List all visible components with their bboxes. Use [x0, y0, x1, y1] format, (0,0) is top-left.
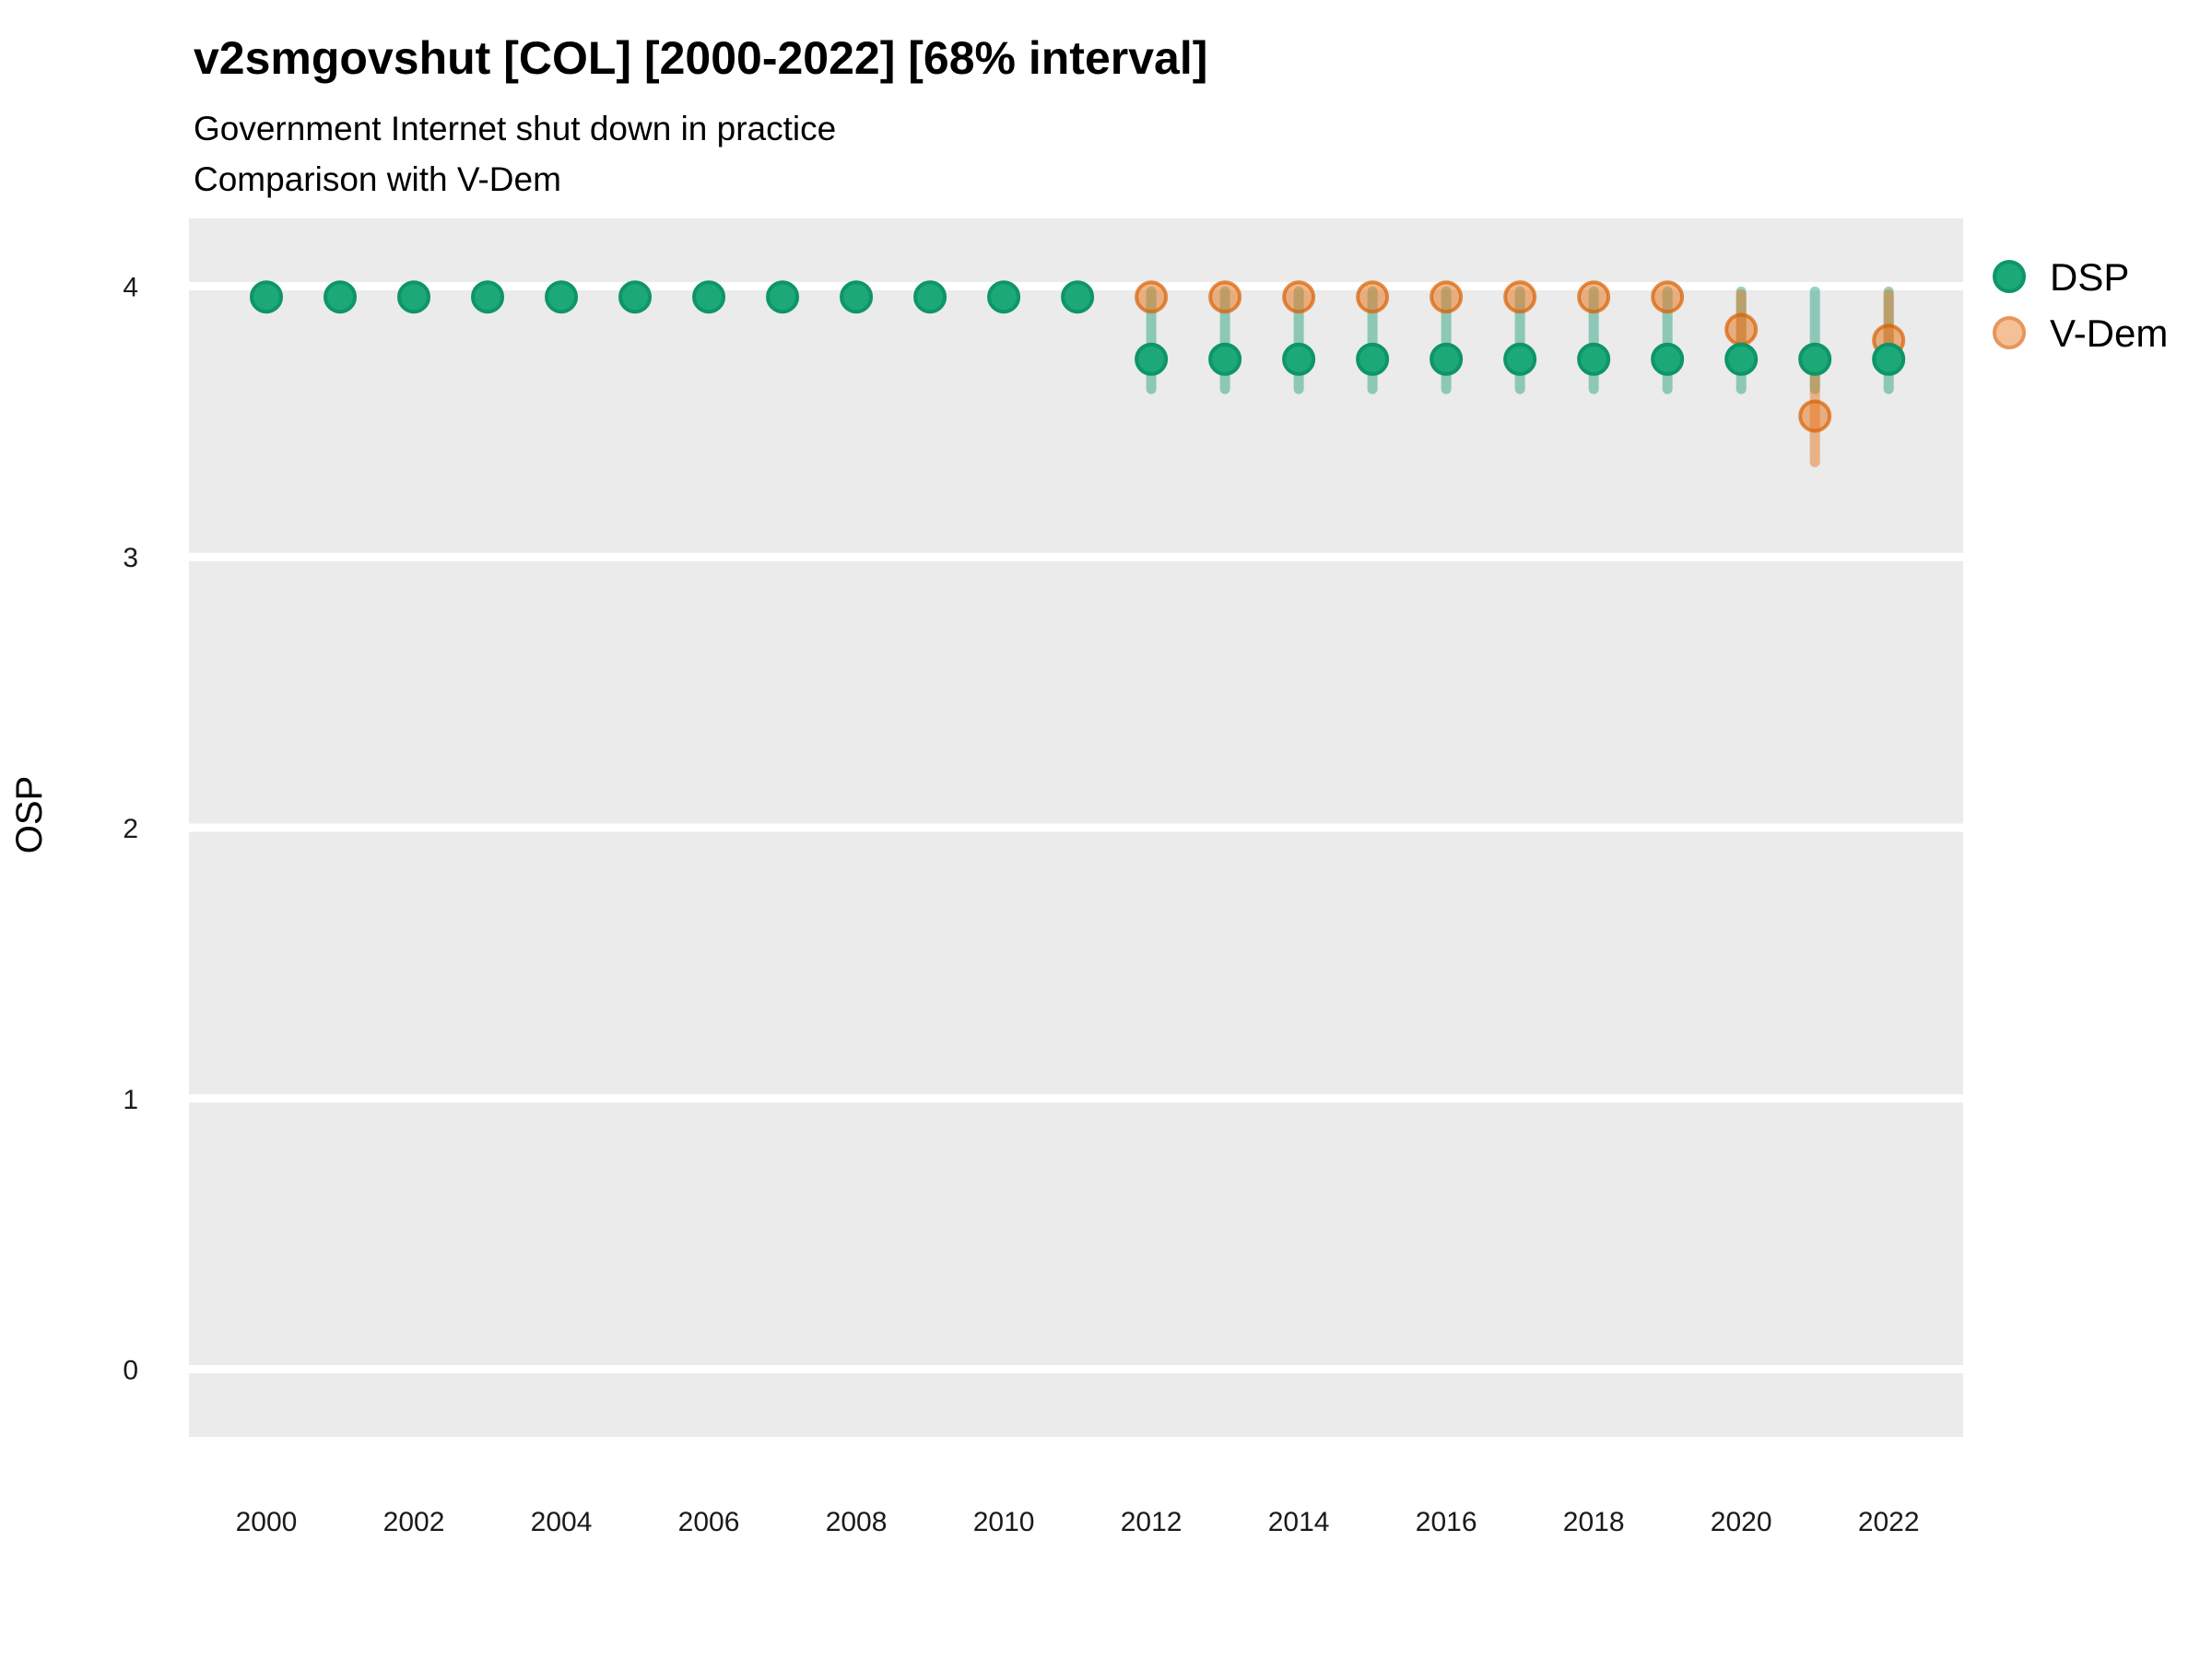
- chart-title: v2smgovshut [COL] [2000-2022] [68% inter…: [194, 32, 1207, 84]
- x-tick-2012: 2012: [1121, 1507, 1182, 1537]
- vdem-point-2015: [1356, 280, 1390, 314]
- axis-layer: 2000 2002 2004 2006 2008 2010 2012 2014 2016 2018…: [123, 272, 1919, 1537]
- dsp-point-2003: [471, 280, 505, 314]
- vdem-point-2021: [1798, 399, 1832, 433]
- vdem-point-2017: [1503, 280, 1537, 314]
- x-tick-2010: 2010: [973, 1507, 1035, 1537]
- dsp-point-2017: [1503, 342, 1537, 376]
- dsp-point-2000: [250, 280, 284, 314]
- dsp-point-2014: [1282, 342, 1316, 376]
- x-tick-2000: 2000: [236, 1507, 298, 1537]
- points-layer: [250, 280, 1906, 433]
- y-tick-4: 4: [123, 272, 138, 302]
- vdem-point-2013: [1208, 280, 1242, 314]
- dsp-point-2005: [618, 280, 653, 314]
- dsp-point-2018: [1577, 342, 1611, 376]
- vdem-point-2020: [1724, 312, 1759, 347]
- legend: DSP V-Dem: [1993, 255, 2168, 355]
- legend-swatch-vdem: [1993, 316, 2026, 349]
- dsp-point-2002: [397, 280, 431, 314]
- x-tick-2008: 2008: [826, 1507, 888, 1537]
- x-tick-2022: 2022: [1858, 1507, 1920, 1537]
- dsp-point-2011: [1061, 280, 1095, 314]
- legend-label-dsp: DSP: [2050, 255, 2129, 299]
- dsp-point-2001: [324, 280, 358, 314]
- y-tick-2: 2: [123, 814, 138, 844]
- dsp-point-2009: [913, 280, 947, 314]
- dsp-point-2021: [1798, 342, 1832, 376]
- grid-layer: [189, 281, 1963, 1374]
- vdem-point-2019: [1651, 280, 1685, 314]
- dsp-point-2013: [1208, 342, 1242, 376]
- y-axis-title: OSP: [9, 776, 50, 853]
- chart-subtitle-line1: Government Internet shut down in practic…: [194, 110, 836, 147]
- dsp-point-2020: [1724, 342, 1759, 376]
- legend-swatch-dsp: [1993, 260, 2026, 293]
- dsp-point-2012: [1135, 342, 1169, 376]
- x-tick-2006: 2006: [678, 1507, 740, 1537]
- dsp-point-2016: [1430, 342, 1464, 376]
- dsp-point-2022: [1872, 342, 1906, 376]
- dsp-point-2007: [766, 280, 800, 314]
- x-tick-2016: 2016: [1416, 1507, 1477, 1537]
- chart-subtitle-line2: Comparison with V-Dem: [194, 160, 561, 198]
- x-tick-2014: 2014: [1268, 1507, 1330, 1537]
- dsp-point-2019: [1651, 342, 1685, 376]
- legend-item-dsp: DSP: [1993, 255, 2129, 299]
- vdem-point-2016: [1430, 280, 1464, 314]
- dsp-point-2015: [1356, 342, 1390, 376]
- dsp-point-2008: [840, 280, 874, 314]
- y-tick-3: 3: [123, 543, 138, 573]
- x-tick-2004: 2004: [531, 1507, 593, 1537]
- y-tick-0: 0: [123, 1356, 138, 1386]
- x-tick-2002: 2002: [383, 1507, 445, 1537]
- legend-label-vdem: V-Dem: [2050, 312, 2168, 355]
- vdem-point-2014: [1282, 280, 1316, 314]
- vdem-point-2018: [1577, 280, 1611, 314]
- x-tick-2020: 2020: [1711, 1507, 1772, 1537]
- legend-item-vdem: V-Dem: [1993, 312, 2168, 355]
- x-tick-2018: 2018: [1563, 1507, 1625, 1537]
- dsp-point-2006: [692, 280, 726, 314]
- dsp-point-2004: [545, 280, 579, 314]
- y-tick-1: 1: [123, 1085, 138, 1115]
- vdem-point-2012: [1135, 280, 1169, 314]
- dsp-point-2010: [987, 280, 1021, 314]
